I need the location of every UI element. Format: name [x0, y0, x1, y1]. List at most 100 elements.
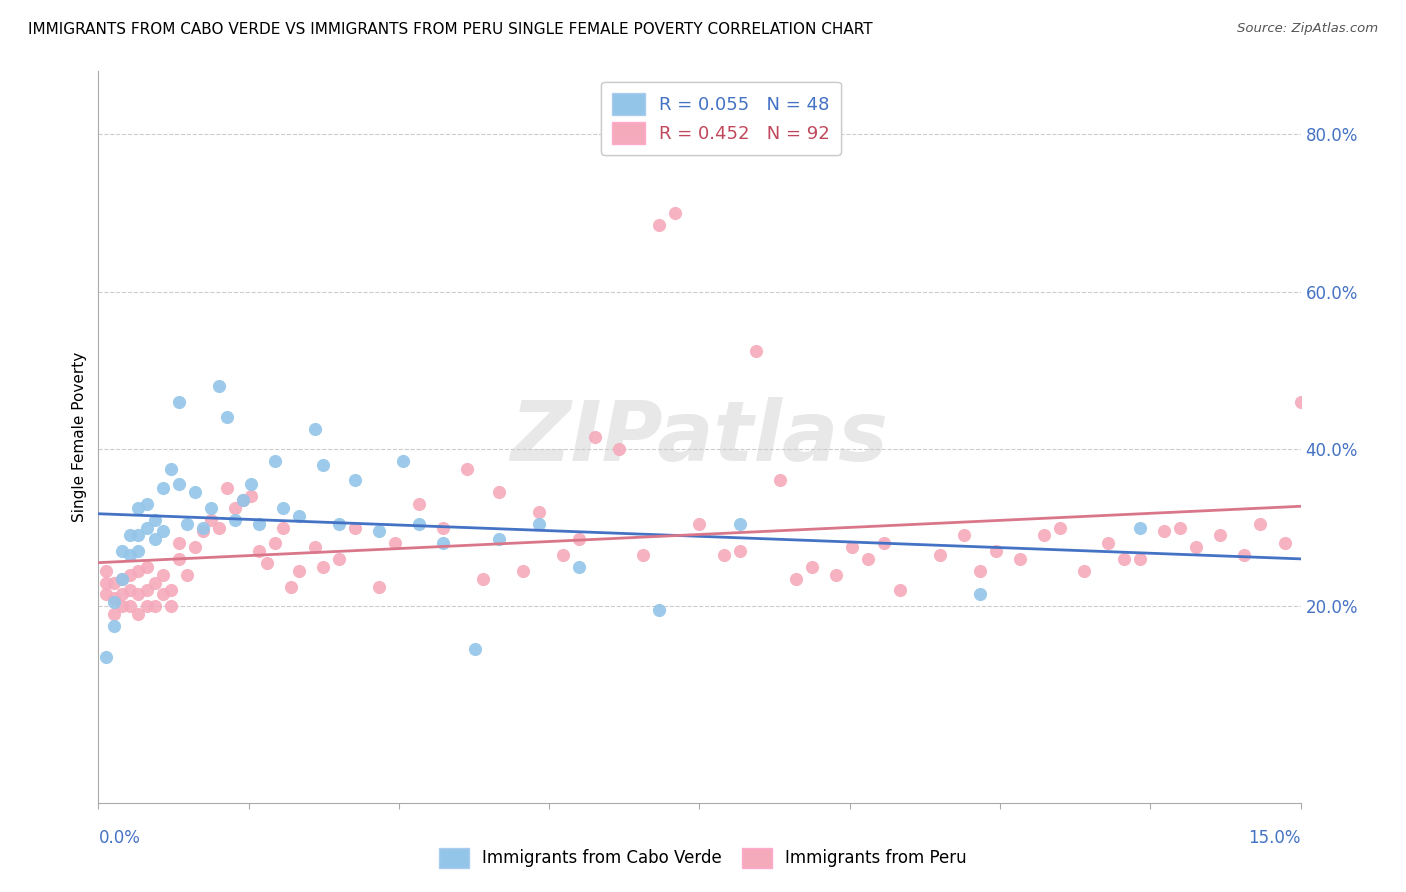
Point [159, 599, 181, 614]
Point [263, 536, 285, 550]
Point [568, 559, 591, 574]
Point [103, 619, 125, 633]
Point [271, 520, 294, 534]
Point [152, 587, 174, 601]
Point [529, 516, 551, 531]
Point [135, 583, 157, 598]
Point [856, 552, 879, 566]
Point [343, 473, 366, 487]
Point [304, 540, 326, 554]
Point [128, 564, 150, 578]
Point [1233, 548, 1256, 562]
Point [488, 533, 510, 547]
Point [208, 379, 231, 393]
Point [953, 528, 976, 542]
Point [128, 544, 150, 558]
Point [280, 580, 302, 594]
Point [609, 442, 631, 456]
Point [744, 343, 766, 358]
Text: IMMIGRANTS FROM CABO VERDE VS IMMIGRANTS FROM PERU SINGLE FEMALE POVERTY CORRELA: IMMIGRANTS FROM CABO VERDE VS IMMIGRANTS… [28, 22, 873, 37]
Point [159, 461, 181, 475]
Point [689, 516, 711, 531]
Point [135, 520, 157, 534]
Point [1129, 520, 1152, 534]
Point [96, 587, 118, 601]
Point [200, 513, 222, 527]
Point [529, 505, 551, 519]
Point [889, 583, 911, 598]
Point [159, 583, 181, 598]
Point [167, 394, 190, 409]
Point [1114, 552, 1136, 566]
Point [263, 453, 285, 467]
Point [239, 477, 262, 491]
Point [103, 607, 125, 621]
Point [1209, 528, 1232, 542]
Point [103, 591, 125, 606]
Point [328, 552, 350, 566]
Point [111, 587, 134, 601]
Point [1170, 520, 1192, 534]
Point [215, 410, 238, 425]
Point [392, 453, 415, 467]
Point [152, 524, 174, 539]
Point [103, 575, 125, 590]
Text: ZIPatlas: ZIPatlas [510, 397, 889, 477]
Point [135, 599, 157, 614]
Point [120, 583, 142, 598]
Point [583, 430, 606, 444]
Point [232, 493, 254, 508]
Point [969, 587, 991, 601]
Point [824, 567, 846, 582]
Text: Source: ZipAtlas.com: Source: ZipAtlas.com [1237, 22, 1378, 36]
Point [239, 489, 262, 503]
Point [728, 544, 751, 558]
Legend: Immigrants from Cabo Verde, Immigrants from Peru: Immigrants from Cabo Verde, Immigrants f… [432, 841, 974, 875]
Point [1049, 520, 1071, 534]
Point [1289, 394, 1312, 409]
Point [271, 500, 294, 515]
Point [488, 485, 510, 500]
Point [208, 520, 231, 534]
Point [984, 544, 1007, 558]
Point [96, 575, 118, 590]
Point [456, 461, 478, 475]
Point [1250, 516, 1272, 531]
Point [152, 481, 174, 495]
Point [713, 548, 735, 562]
Point [648, 603, 671, 617]
Point [1010, 552, 1032, 566]
Text: 0.0%: 0.0% [98, 829, 141, 847]
Point [176, 567, 198, 582]
Point [215, 481, 238, 495]
Point [120, 548, 142, 562]
Point [1129, 552, 1152, 566]
Point [224, 513, 246, 527]
Point [111, 544, 134, 558]
Point [167, 536, 190, 550]
Point [247, 516, 270, 531]
Point [408, 497, 430, 511]
Point [128, 500, 150, 515]
Point [304, 422, 326, 436]
Point [128, 587, 150, 601]
Point [135, 559, 157, 574]
Point [408, 516, 430, 531]
Point [873, 536, 896, 550]
Point [728, 516, 751, 531]
Point [167, 552, 190, 566]
Point [1274, 536, 1296, 550]
Point [176, 516, 198, 531]
Point [1097, 536, 1119, 550]
Point [568, 533, 591, 547]
Point [120, 528, 142, 542]
Point [200, 500, 222, 515]
Point [247, 544, 270, 558]
Point [368, 524, 391, 539]
Point [167, 477, 190, 491]
Point [183, 540, 205, 554]
Point [929, 548, 952, 562]
Point [1185, 540, 1208, 554]
Point [432, 520, 454, 534]
Point [128, 607, 150, 621]
